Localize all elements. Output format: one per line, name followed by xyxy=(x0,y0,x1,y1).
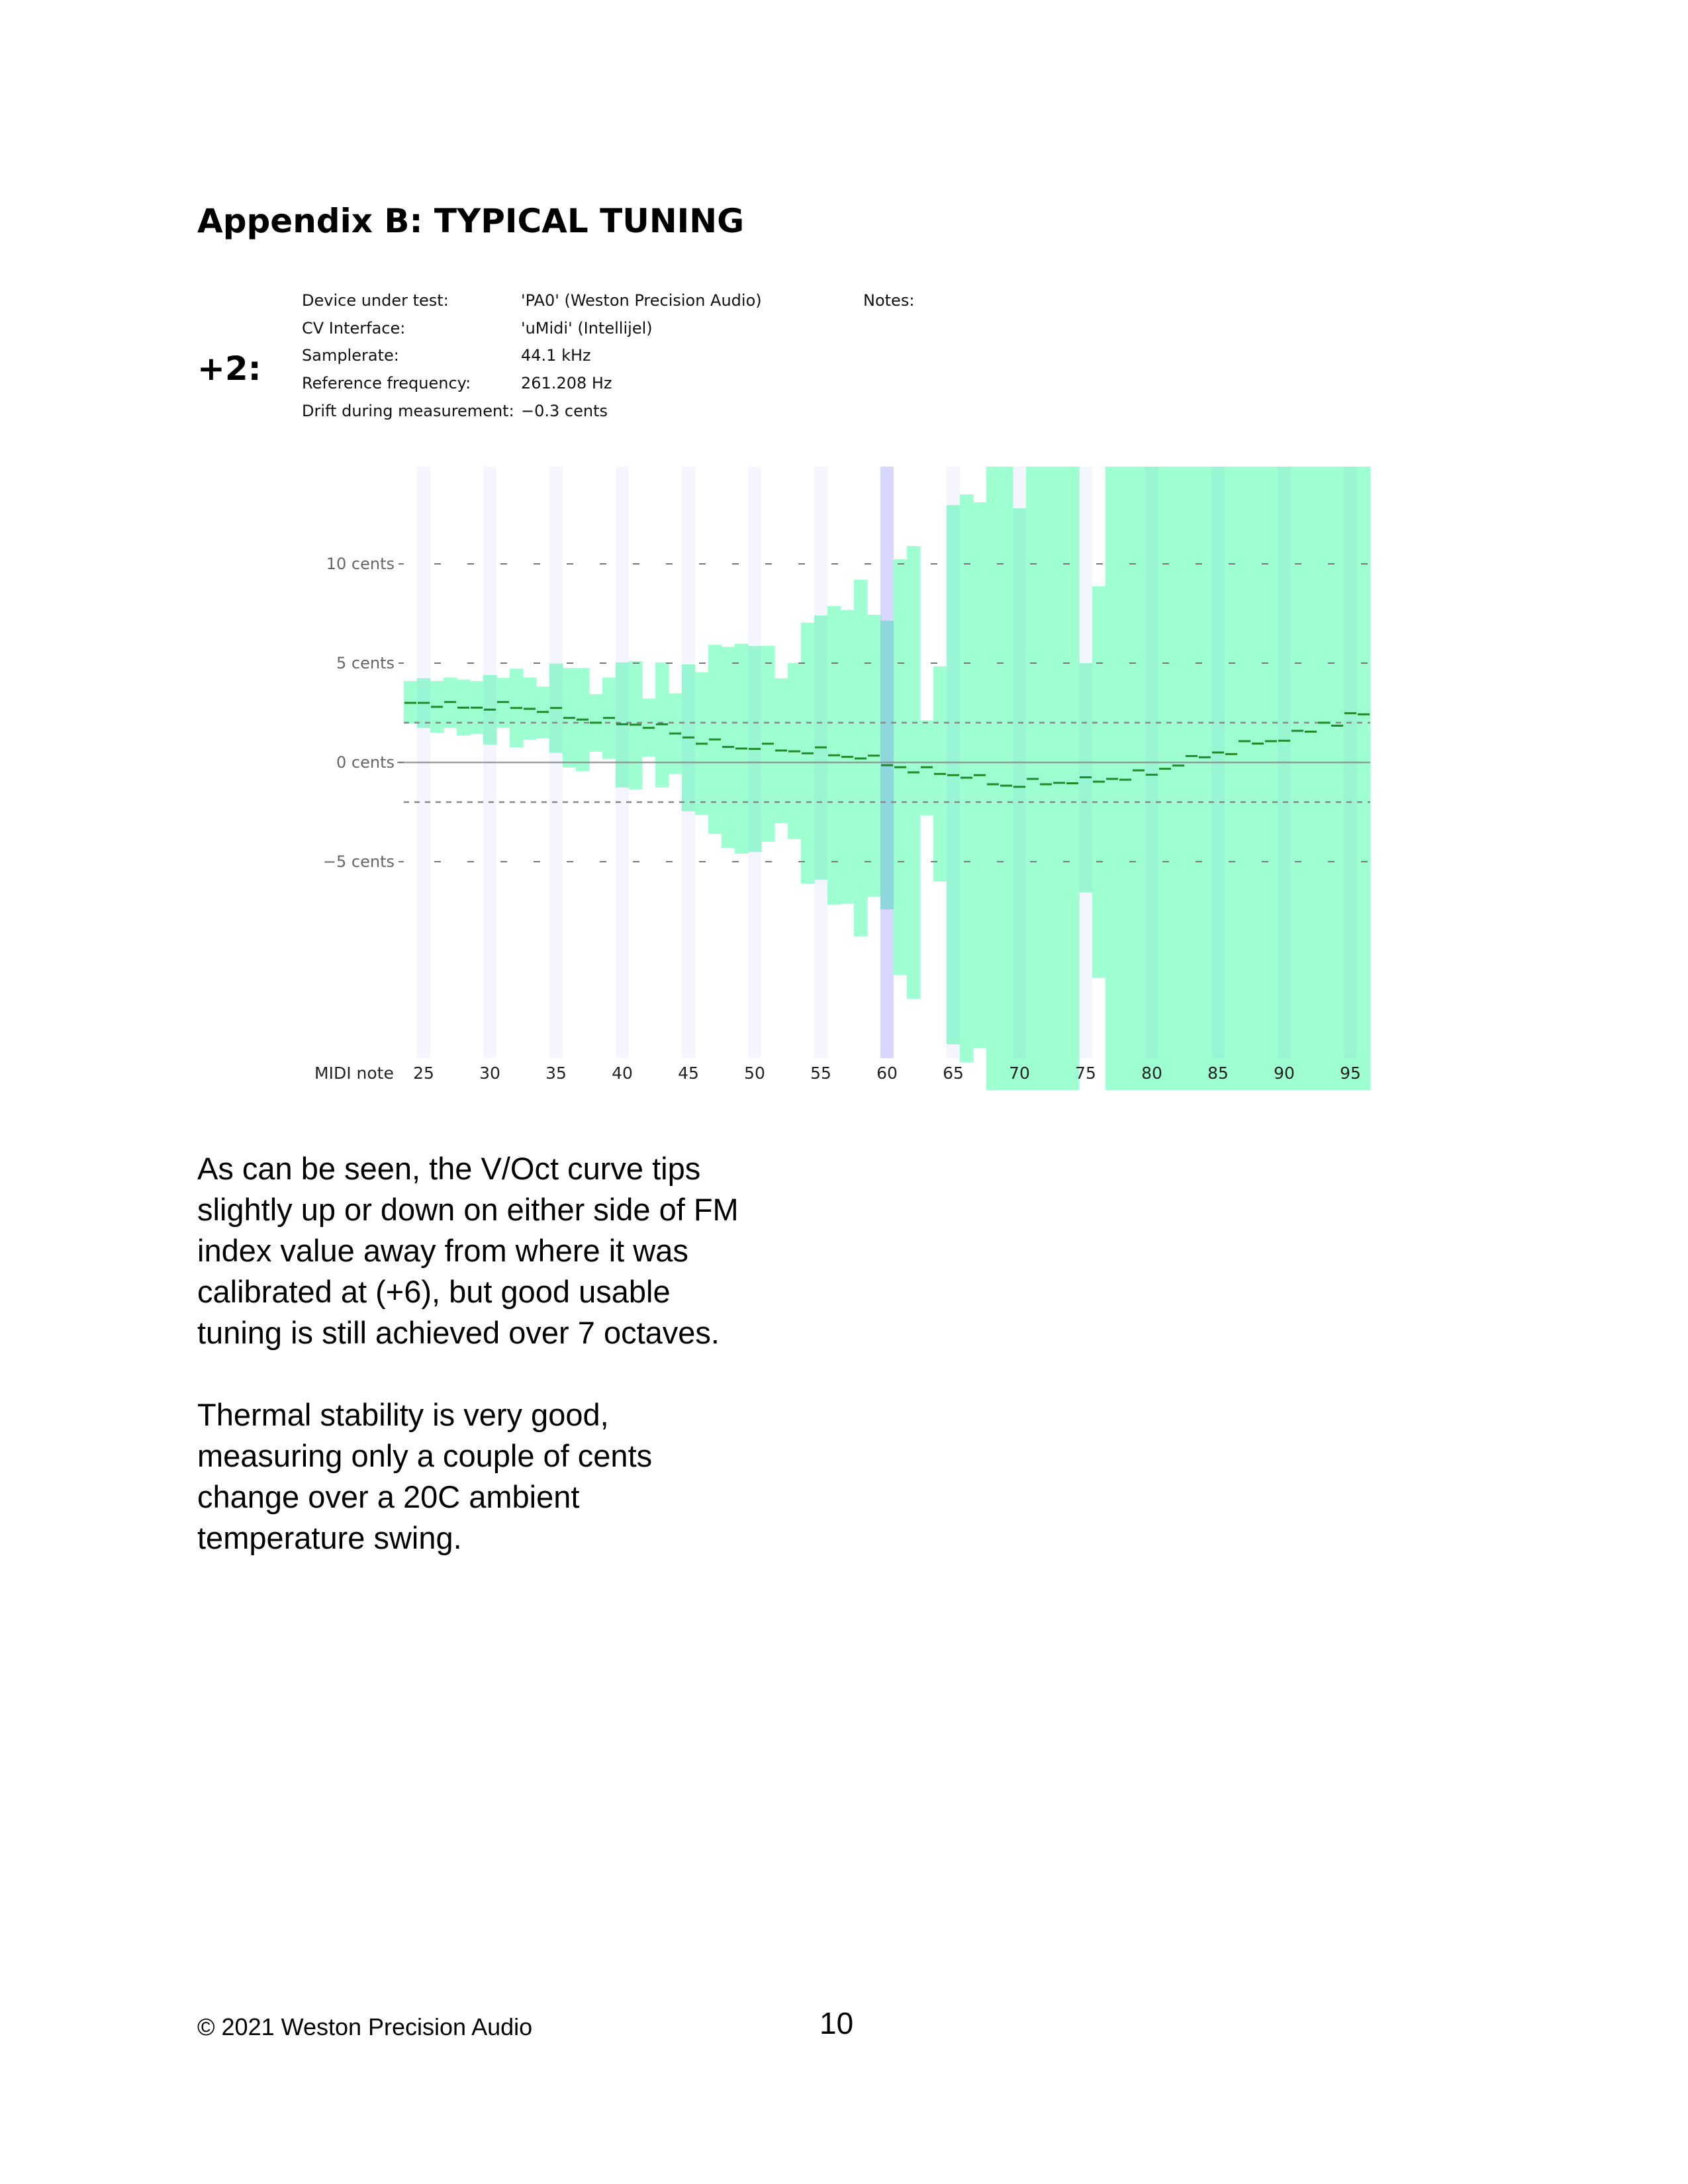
x-tick-label: 55 xyxy=(810,1064,831,1083)
range-bar xyxy=(1317,467,1331,1090)
range-bar xyxy=(1304,467,1318,1090)
text-line: change over a 20C ambient xyxy=(197,1479,580,1514)
footer-copyright: © 2021 Weston Precision Audio xyxy=(197,2013,533,2040)
x-tick-label: 60 xyxy=(876,1064,898,1083)
text-line: Thermal stability is very good, xyxy=(197,1397,609,1432)
y-tick-label: 0 cents xyxy=(336,753,395,772)
range-bar xyxy=(1132,467,1146,1090)
range-bar xyxy=(1211,467,1225,1090)
info-label: Device under test: xyxy=(302,291,449,310)
x-tick-label: 90 xyxy=(1274,1064,1295,1083)
range-bar xyxy=(1172,467,1186,1090)
range-bar xyxy=(1066,467,1080,1090)
info-label: Samplerate: xyxy=(302,346,399,365)
y-tick-label: 10 cents xyxy=(326,555,395,573)
page-number: 10 xyxy=(820,2006,854,2040)
range-bar xyxy=(1145,467,1159,1090)
y-tick-label: 5 cents xyxy=(336,654,395,672)
range-bar xyxy=(1198,467,1212,1090)
x-tick-label: 35 xyxy=(545,1064,567,1083)
text-line: index value away from where it was xyxy=(197,1233,688,1268)
info-value: 261.208 Hz xyxy=(521,374,612,393)
x-tick-label: 65 xyxy=(943,1064,964,1083)
test-info: Device under test: 'PA0' (Weston Precisio… xyxy=(302,291,1096,429)
info-row: Device under test: 'PA0' (Weston Precisio… xyxy=(302,291,1096,319)
x-tick-label: 70 xyxy=(1009,1064,1030,1083)
range-bar xyxy=(1013,508,1027,1090)
range-bar xyxy=(1185,467,1199,1090)
text-line: As can be seen, the V/Oct curve tips xyxy=(197,1151,701,1186)
x-tick-label: 25 xyxy=(413,1064,434,1083)
x-tick-label: 80 xyxy=(1141,1064,1162,1083)
info-row: Drift during measurement: −0.3 cents xyxy=(302,402,1096,430)
info-value: 'PA0' (Weston Precision Audio) xyxy=(521,291,762,310)
range-bar xyxy=(1119,467,1133,1090)
text-line: calibrated at (+6), but good usable xyxy=(197,1274,671,1309)
info-value: 44.1 kHz xyxy=(521,346,591,365)
range-bar xyxy=(1039,467,1053,1090)
tuning-chart: 10 cents 5 cents 0 cents −5 cents MIDI note 2… xyxy=(314,467,1371,1090)
variant-label: +2: xyxy=(197,349,261,388)
range-bar xyxy=(1278,467,1291,1090)
info-row: Reference frequency: 261.208 Hz xyxy=(302,374,1096,402)
page-title: Appendix B: TYPICAL TUNING xyxy=(197,202,745,240)
info-label: CV Interface: xyxy=(302,318,406,338)
range-bar xyxy=(1264,467,1278,1090)
info-value: −0.3 cents xyxy=(521,401,608,420)
notes-label: Notes: xyxy=(863,291,915,310)
y-tick-label: −5 cents xyxy=(323,852,395,871)
range-bar xyxy=(1000,467,1013,1090)
x-tick-label: 75 xyxy=(1075,1064,1096,1083)
info-row: CV Interface: 'uMidi' (Intellijel) xyxy=(302,319,1096,347)
range-bar xyxy=(1225,467,1239,1090)
x-tick-label: 45 xyxy=(678,1064,699,1083)
info-label: Drift during measurement: xyxy=(302,401,514,420)
paragraph-1: As can be seen, the V/Oct curve tips slig… xyxy=(197,1148,739,1353)
info-row: Samplerate: 44.1 kHz xyxy=(302,346,1096,374)
range-bar xyxy=(1158,467,1172,1090)
text-line: slightly up or down on either side of FM xyxy=(197,1192,739,1227)
range-bar xyxy=(1238,467,1252,1090)
range-bar xyxy=(986,467,1000,1090)
x-tick-label: 50 xyxy=(744,1064,765,1083)
x-axis-label: MIDI note xyxy=(314,1064,394,1083)
x-tick-label: 40 xyxy=(612,1064,633,1083)
x-tick-label: 95 xyxy=(1340,1064,1361,1083)
range-bar xyxy=(1291,467,1305,1090)
text-line: measuring only a couple of cents xyxy=(197,1438,653,1473)
range-bar xyxy=(1344,467,1358,1090)
paragraph-2: Thermal stability is very good, measuring… xyxy=(197,1394,652,1559)
info-value: 'uMidi' (Intellijel) xyxy=(521,318,653,338)
text-line: temperature swing. xyxy=(197,1520,462,1555)
x-tick-label: 30 xyxy=(479,1064,500,1083)
info-label: Reference frequency: xyxy=(302,374,471,393)
x-tick-label: 85 xyxy=(1207,1064,1229,1083)
range-bar xyxy=(1251,467,1265,1090)
range-bar xyxy=(1331,467,1344,1090)
range-bar xyxy=(1053,467,1066,1090)
range-bar xyxy=(1357,467,1371,1090)
text-line: tuning is still achieved over 7 octaves. xyxy=(197,1315,720,1350)
